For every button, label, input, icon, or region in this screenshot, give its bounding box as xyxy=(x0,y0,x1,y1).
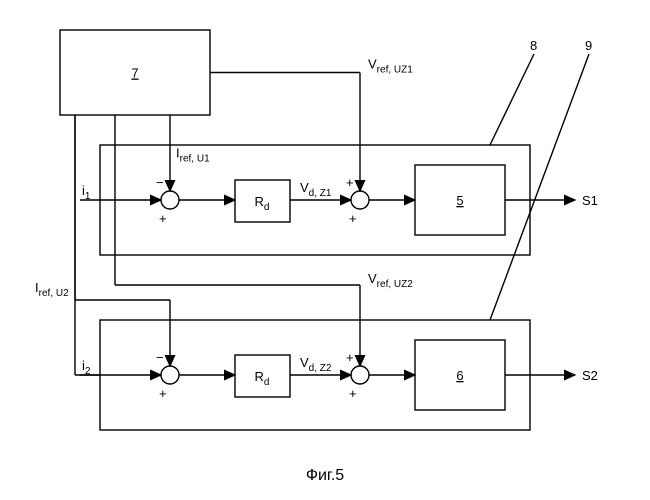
s2-label: S2 xyxy=(582,368,598,383)
summer-2b-top-sign: + xyxy=(346,350,354,365)
block-5-label: 5 xyxy=(456,193,463,208)
summer-1b xyxy=(351,191,369,209)
rd-2-label: Rd xyxy=(255,369,270,388)
summer-1a xyxy=(161,191,179,209)
iref-u1-label: Iref, U1 xyxy=(176,146,210,165)
vref-uz1-label: Vref, UZ1 xyxy=(368,57,413,76)
vd-z2-label: Vd, Z2 xyxy=(300,355,332,374)
iref-u2-label: Iref, U2 xyxy=(35,280,69,299)
summer-2a-left-sign: + xyxy=(159,386,167,401)
ref-9-label: 9 xyxy=(585,38,592,53)
summer-1b-top-sign: + xyxy=(346,175,354,190)
i2-label: i2 xyxy=(82,358,91,377)
block-6-label: 6 xyxy=(456,368,463,383)
summer-2a-top-sign: − xyxy=(156,350,164,365)
block-7-label: 7 xyxy=(131,66,138,81)
s1-label: S1 xyxy=(582,193,598,208)
summer-1a-left-sign: + xyxy=(159,211,167,226)
vref-uz2-label: Vref, UZ2 xyxy=(368,271,413,290)
block-diagram: 7 Rd Rd 5 6 − + + + − + + + i1 Vd, Z1 S1 i2 Vd, Z2 S2 Iref,… xyxy=(0,0,650,500)
vd-z1-label: Vd, Z1 xyxy=(300,180,332,199)
figure-caption: Фиг.5 xyxy=(306,467,344,484)
rd-1-label: Rd xyxy=(255,194,270,213)
summer-2a xyxy=(161,366,179,384)
summer-2b xyxy=(351,366,369,384)
ref-8-label: 8 xyxy=(530,38,537,53)
summer-2b-left-sign: + xyxy=(349,386,357,401)
summer-1b-left-sign: + xyxy=(349,211,357,226)
summer-1a-top-sign: − xyxy=(156,175,164,190)
i1-label: i1 xyxy=(82,183,91,202)
